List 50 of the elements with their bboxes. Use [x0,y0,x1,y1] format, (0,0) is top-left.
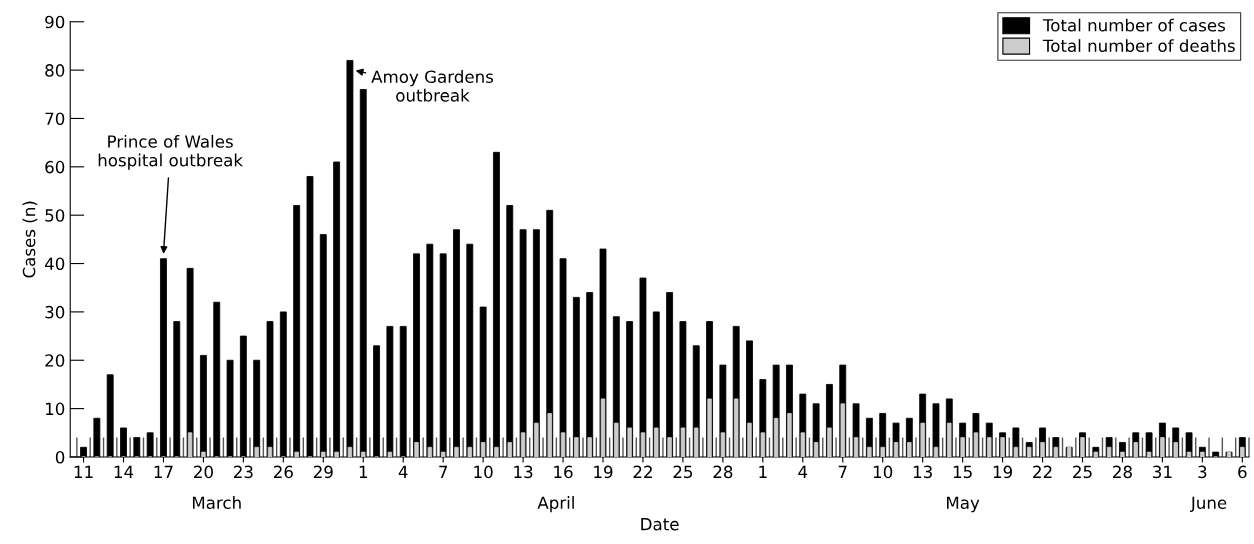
annotation: Prince of Wales hospital outbreak [98,134,243,170]
y-tick-label: 90 [45,15,65,29]
y-axis-title: Cases (n) [22,201,38,278]
x-tick-label: 13 [514,465,533,479]
x-tick-label: 29 [313,465,333,479]
x-tick-label: 19 [594,465,613,479]
x-tick-label: 6 [1238,465,1247,479]
x-tick-label: 25 [673,465,693,479]
x-tick-label: 1 [359,465,368,478]
text: March [192,496,241,510]
x-tick-label: 10 [474,465,493,479]
x-tick-label: 28 [1113,465,1132,479]
text: April [537,496,574,513]
y-tick-label: 50 [45,209,65,222]
x-tick-label: 4 [398,465,408,478]
y-tick-label: 60 [45,160,65,174]
x-axis-title: Date [641,518,679,531]
x-tick-label: 16 [554,465,573,479]
x-tick-label: 10 [873,465,893,479]
x-tick-label: 20 [194,465,213,479]
x-tick-label: 22 [633,465,652,478]
x-tick-label: 7 [838,465,847,478]
y-tick-label: 20 [45,354,65,367]
x-tick-label: 13 [913,465,932,479]
x-tick-label: 26 [273,465,293,479]
x-tick-label: 22 [1033,465,1052,478]
text: May [947,496,980,513]
y-tick-label: 80 [45,64,65,77]
x-tick-label: 3 [1198,465,1207,479]
text: June [1190,496,1227,513]
x-tick-label: 1 [759,465,767,478]
y-tick-label: 40 [44,257,65,271]
y-tick-label: 0 [55,450,65,464]
x-tick-label: 23 [233,465,253,479]
x-tick-label: 19 [993,465,1013,479]
x-tick-label: 31 [1153,465,1172,479]
x-tick-label: 25 [1073,465,1092,479]
x-tick-label: 4 [798,465,808,478]
y-tick-label: 30 [45,305,65,319]
x-tick-label: 14 [114,465,134,478]
x-tick-label: 7 [439,465,448,478]
y-tick-label: 70 [45,112,65,126]
x-tick-label: 17 [154,465,173,478]
x-tick-label: 11 [74,465,93,478]
legend-label: Total number of deaths [1042,39,1235,53]
x-tick-label: 28 [713,465,733,479]
x-tick-label: 15 [953,465,972,479]
annotation: Amoy Gardens outbreak [371,70,494,102]
y-tick-label: 10 [45,402,65,416]
legend-label: Total number of cases [1042,18,1226,32]
